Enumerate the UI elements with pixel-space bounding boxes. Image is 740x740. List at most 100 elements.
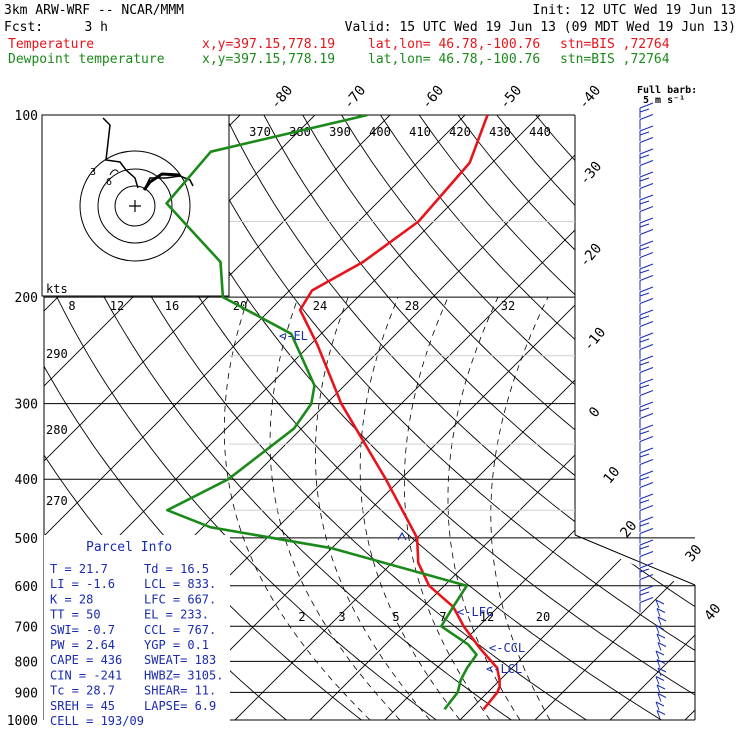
wind-barb-icon [639, 183, 654, 189]
wind-barb-icon [639, 240, 654, 247]
theta-e-labels: 370 380 390 400 410 420 430 440 [249, 125, 551, 139]
wind-barb-icon [639, 493, 654, 500]
pressure-label: 100 [15, 109, 38, 124]
moist-adiabat-line [315, 296, 431, 720]
series-line [298, 115, 501, 711]
lower-mixing-label: 5 [392, 610, 399, 624]
pressure-label: 600 [15, 580, 38, 595]
wind-barb-icon [656, 608, 661, 617]
parcel-row-left: CELL = 193/09 [50, 714, 144, 728]
wind-barb-icon [639, 275, 654, 281]
parcel-row-right: EL = 233. [144, 608, 209, 622]
lower-mixing-label: 7 [439, 610, 446, 624]
wind-barb-icon [657, 667, 667, 673]
parcel-row-left: Tc = 28.7 [50, 684, 115, 698]
wind-legend-value: 5 m s⁻¹ [643, 95, 685, 106]
wind-barb-icon [639, 378, 654, 385]
wind-barb-icon [656, 710, 661, 719]
kts-label: kts [46, 282, 68, 296]
wind-barb-icon [639, 321, 654, 327]
isotherm-line [44, 115, 391, 720]
legend-dewpoint-latlon: lat,lon= 46.78,-100.76 [368, 52, 540, 67]
plot-corner [574, 534, 696, 586]
parcel-row-left: TT = 50 [50, 608, 101, 622]
wind-barb-icon [656, 659, 661, 668]
wind-barb-icon [639, 217, 654, 224]
series-line [165, 115, 478, 711]
wind-barb-icon [639, 585, 654, 592]
level-label: <-EL [279, 329, 308, 343]
wind-barb-icon [639, 367, 654, 373]
isotherm-line [534, 115, 695, 720]
wind-barb-icon [639, 332, 654, 339]
wind-barb-icon [639, 597, 654, 603]
mixing-ratio-label: 12 [110, 299, 124, 313]
wind-barb-icon [639, 516, 654, 523]
wind-barb-icon [655, 599, 665, 605]
wind-barb-icon [639, 499, 650, 504]
pressure-label: 900 [15, 686, 38, 701]
svg-text:6: 6 [106, 177, 112, 188]
parcel-row-right: SHEAR= 11. [144, 684, 216, 698]
wind-barb-icon [639, 562, 654, 569]
wind-barb-icon [639, 528, 654, 534]
parcel-row-right: HWBZ= 3105. [144, 668, 223, 682]
mixing-ratio-label: 16 [165, 299, 179, 313]
wind-barb-icon [656, 684, 666, 690]
wind-barb-icon [639, 200, 650, 205]
wind-barb-icon [639, 447, 654, 454]
theta-e-label: 420 [449, 125, 471, 139]
wind-barb-icon [639, 148, 654, 155]
wind-legend-title: Full barb: [637, 85, 697, 96]
sounding-series [165, 115, 501, 711]
wind-barb-icon [656, 633, 661, 643]
wind-barb-icon [639, 292, 650, 297]
level-label: <-CCL [489, 641, 525, 655]
wind-barb-icon [639, 194, 654, 201]
map-border-icon [102, 117, 194, 189]
parcel-row-left: K = 28 [50, 592, 93, 606]
wind-barb-icon [639, 263, 654, 270]
theta-e-label: 400 [369, 125, 391, 139]
wind-barb-icon [639, 476, 650, 481]
wind-barb-icon [656, 684, 661, 694]
wind-barb-icon [639, 177, 650, 182]
wind-barb-icon [639, 125, 654, 132]
pressure-label: 400 [15, 473, 38, 488]
legend-temperature-latlon: lat,lon= 46.78,-100.76 [368, 37, 540, 52]
level-label: <-LCL [486, 662, 522, 676]
parcel-row-right: YGP = 0.1 [144, 638, 209, 652]
wind-barb-icon [655, 701, 665, 707]
wind-barb-icon [655, 625, 665, 630]
wind-barb-icon [639, 355, 654, 362]
wind-barb-icon [639, 137, 654, 143]
wind-barb-icon [639, 551, 654, 557]
mixing-ratio-label: 8 [68, 299, 75, 313]
pressure-label: 800 [15, 655, 38, 670]
wind-barb-icon [639, 413, 654, 419]
parcel-row-right: Td = 16.5 [144, 562, 209, 576]
wind-barb-icon [639, 522, 650, 527]
pressure-label: 1000 [7, 714, 38, 729]
lower-mixing-label: 2 [298, 610, 305, 624]
wind-barb-icon [655, 701, 660, 711]
wind-barb-icon [657, 642, 667, 647]
pressure-label: 700 [15, 620, 38, 635]
wind-barb-icon [639, 252, 654, 258]
parcel-row-left: CIN = -241 [50, 668, 122, 682]
wind-barb-icon [639, 108, 650, 113]
wind-barb-icon [639, 361, 650, 366]
wind-barb-icon [639, 568, 650, 573]
wind-barb-icon [639, 309, 654, 316]
parcel-row-right: LAPSE= 6.9 [144, 699, 216, 713]
wind-barb-icon [657, 667, 662, 677]
parcel-row-left: T = 21.7 [50, 562, 108, 576]
legend-dewpoint-xy: x,y=397.15,778.19 [202, 52, 335, 67]
location-map-inset: 3 6 [41, 114, 230, 297]
wind-barb-icon [639, 102, 654, 109]
wind-barb-icon [657, 616, 662, 626]
wind-barb-icon [639, 171, 654, 178]
fcst-label: Fcst: [4, 20, 43, 35]
parcel-row-right: LCL = 833. [144, 577, 216, 591]
